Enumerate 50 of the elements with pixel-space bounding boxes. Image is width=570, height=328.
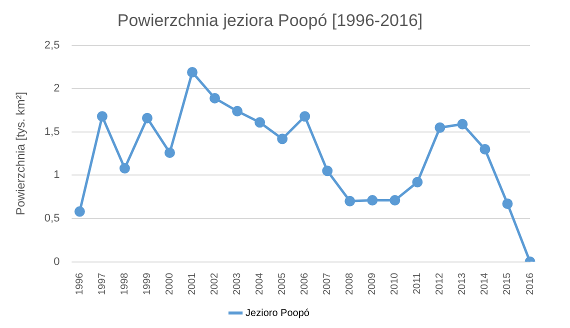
point xyxy=(502,198,513,210)
x-tick-label: 2009 xyxy=(367,272,378,296)
y-tick-label: 1 xyxy=(54,169,60,182)
point xyxy=(119,163,130,174)
x-tick-label: 2016 xyxy=(524,272,536,296)
point xyxy=(412,176,423,188)
x-tick-label: 2001 xyxy=(187,272,198,296)
x-tick-label: 1999 xyxy=(142,272,153,296)
x-tick-label: 2011 xyxy=(412,272,424,294)
point xyxy=(277,134,288,144)
point xyxy=(96,111,108,122)
y-tick-label: 1,5 xyxy=(44,126,60,138)
y-tick-label: 0,5 xyxy=(44,212,60,225)
x-tick-label: 2015 xyxy=(502,272,514,296)
point xyxy=(390,195,400,206)
x-tick-label: 1998 xyxy=(119,272,130,296)
point xyxy=(232,106,243,116)
point xyxy=(322,166,333,176)
point xyxy=(344,196,356,206)
point xyxy=(142,112,152,124)
point xyxy=(210,92,220,104)
y-tick-label: 0 xyxy=(54,256,60,268)
point xyxy=(254,117,266,128)
point xyxy=(300,111,310,122)
chart-title: Powierzchnia jeziora Poopó [1996-2016] xyxy=(117,10,423,30)
point xyxy=(164,147,176,158)
point xyxy=(457,118,468,130)
x-tick-label: 2010 xyxy=(390,272,401,296)
x-tick-label: 2005 xyxy=(277,272,288,296)
x-tick-label: 2006 xyxy=(300,272,311,296)
x-tick-label: 2014 xyxy=(480,272,491,296)
point xyxy=(480,144,490,154)
x-tick-label: 2008 xyxy=(344,272,356,296)
x-tick-label: 2012 xyxy=(434,272,446,296)
point xyxy=(187,66,198,78)
point xyxy=(367,195,378,206)
y-tick-label: 2 xyxy=(54,82,60,95)
point xyxy=(74,206,85,217)
x-tick-label: 2013 xyxy=(457,272,468,296)
y-axis-title: Powierzchnia [tys. km²] xyxy=(14,92,28,216)
point xyxy=(434,122,446,133)
x-tick-label: 2000 xyxy=(164,272,176,296)
x-tick-label: 2004 xyxy=(254,272,266,296)
x-tick-label: 1997 xyxy=(96,272,108,296)
legend-label: Jezioro Poopó xyxy=(246,308,310,319)
x-tick-label: 2003 xyxy=(232,272,244,296)
x-tick-label: 1996 xyxy=(74,272,86,296)
x-tick-label: 2002 xyxy=(210,272,221,296)
y-tick-label: 2,5 xyxy=(44,39,60,52)
x-tick-label: 2007 xyxy=(322,272,334,296)
